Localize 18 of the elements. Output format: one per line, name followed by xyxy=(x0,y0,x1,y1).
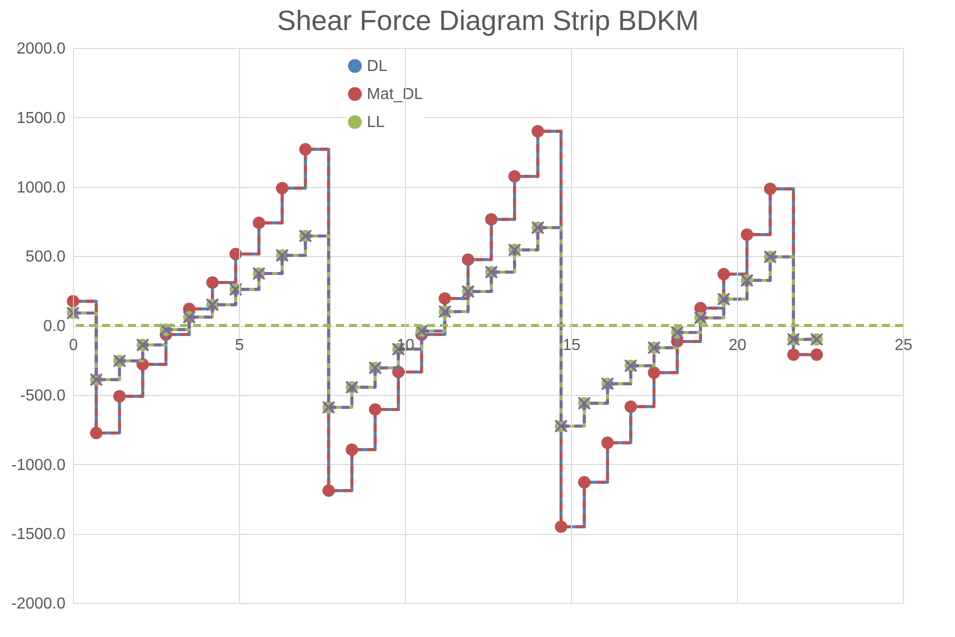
x-tick-label: 25 xyxy=(894,337,912,354)
legend-label: LL xyxy=(366,114,385,131)
x-tick-label: 20 xyxy=(728,337,746,354)
y-tick-label: -1000.0 xyxy=(11,456,66,474)
y-tick-label: 0.0 xyxy=(43,318,66,335)
x-tick-label: 5 xyxy=(235,337,244,354)
x-tick-label: 15 xyxy=(562,337,580,354)
legend-label: DL xyxy=(366,58,388,75)
y-tick-label: 1500.0 xyxy=(16,110,66,127)
x-tick-label: 0 xyxy=(69,337,78,354)
y-tick-label: -2000.0 xyxy=(11,596,66,612)
y-tick-label: 1000.0 xyxy=(16,179,66,196)
y-tick-label: 2000.0 xyxy=(16,40,66,58)
y-tick-label: -1500.0 xyxy=(11,526,66,544)
y-tick-label: -500.0 xyxy=(20,387,66,404)
y-tick-label: 500.0 xyxy=(25,248,66,266)
legend-label: Mat_DL xyxy=(366,86,424,103)
chart-title: Shear Force Diagram Strip BDKM xyxy=(277,5,699,36)
